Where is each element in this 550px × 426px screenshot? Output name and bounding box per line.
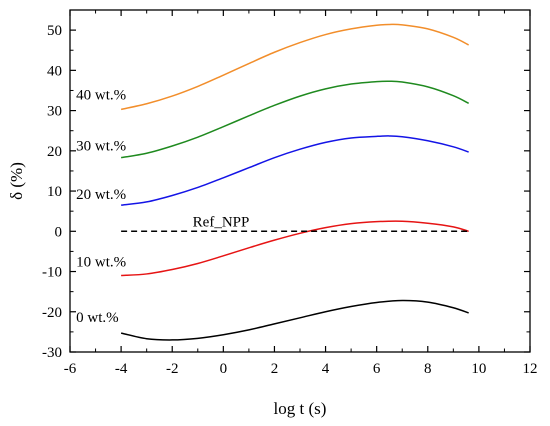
annotation-0-wt: 0 wt.%	[76, 310, 119, 326]
series-line-0-wt	[120, 299, 469, 341]
annotation-ref-npp: Ref_NPP	[193, 215, 250, 231]
series-line-10-wt	[121, 220, 469, 277]
x-tick-label: -4	[115, 361, 128, 377]
series-line-30-wt	[120, 80, 470, 159]
y-tick-label: -10	[42, 265, 62, 281]
annotation-20-wt: 20 wt.%	[76, 187, 126, 203]
x-tick-label: 8	[424, 361, 432, 377]
x-tick-label: 0	[220, 361, 228, 377]
x-tick-label: 4	[322, 361, 330, 377]
annotation-30-wt: 30 wt.%	[76, 139, 126, 155]
x-tick-label: 10	[471, 361, 486, 377]
x-tick-label: -2	[166, 361, 179, 377]
y-tick-label: 20	[47, 144, 62, 160]
y-tick-label: 30	[47, 104, 62, 120]
x-tick-label: 12	[523, 361, 538, 377]
y-axis-label: δ (%)	[7, 162, 26, 200]
series-line-20-wt	[121, 135, 469, 206]
plot-frame	[69, 9, 531, 353]
x-axis-label: log t (s)	[274, 399, 327, 418]
series-line-40-wt	[120, 23, 470, 111]
annotations: 40 wt.% 30 wt.% 20 wt.% Ref_NPP 10 wt.% 0 wt.…	[76, 87, 249, 326]
x-tick-label: 2	[271, 361, 279, 377]
annotation-10-wt: 10 wt.%	[76, 254, 126, 270]
y-tick-label: 10	[47, 184, 62, 200]
y-tick-label: 50	[47, 23, 62, 39]
y-tick-label: -20	[42, 305, 62, 321]
x-tick-label: -6	[64, 361, 77, 377]
y-tick-label: 40	[47, 63, 62, 79]
y-tick-label: 0	[55, 224, 63, 240]
series-lines	[120, 23, 470, 341]
y-tick-label: -30	[42, 345, 62, 361]
x-tick-label: 6	[373, 361, 381, 377]
annotation-40-wt: 40 wt.%	[76, 87, 126, 103]
axis-ticks	[69, 9, 531, 353]
